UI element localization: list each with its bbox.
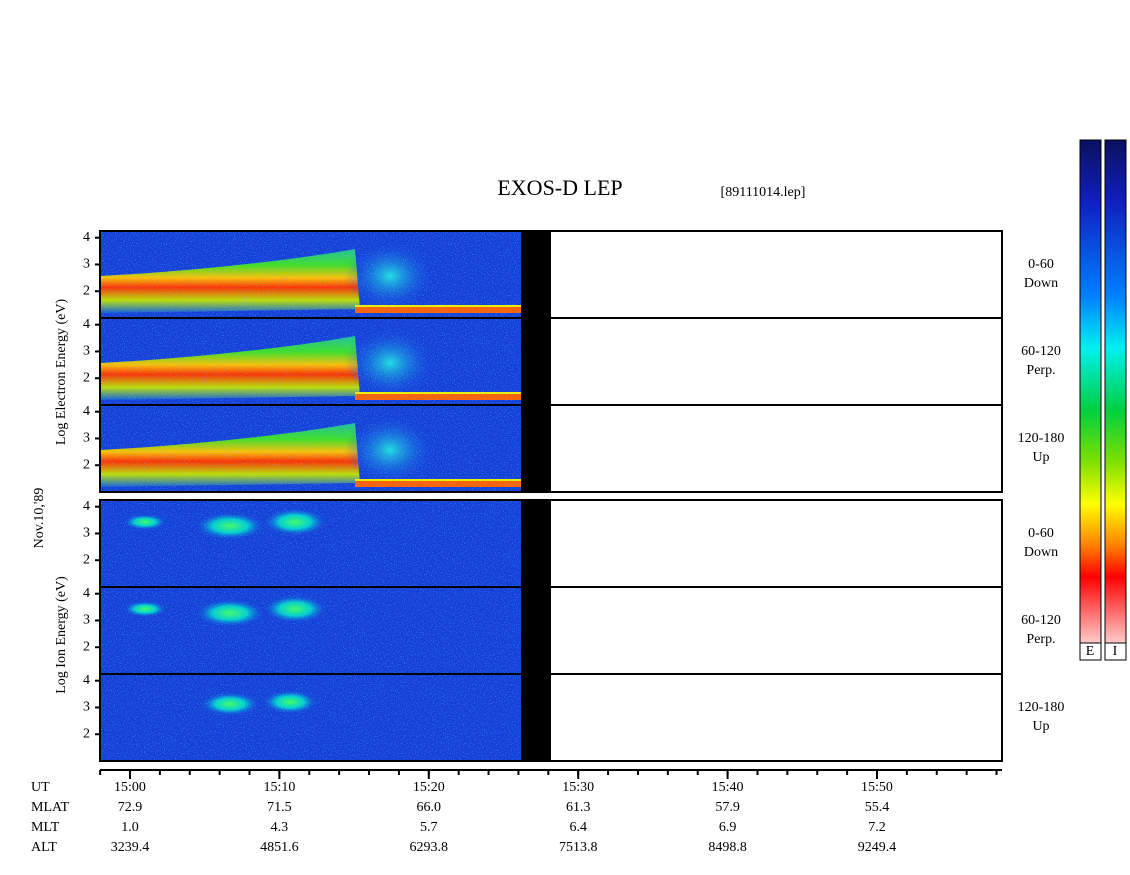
x-value: 15:00 [114,780,146,795]
title: EXOS-D LEP [497,175,622,200]
x-value: 15:40 [712,780,744,795]
spectrogram-noise [101,587,521,674]
x-value: 66.0 [417,800,442,815]
ion-spectrogram [101,500,521,761]
electron-y-label: Log Electron Energy (eV) [54,299,69,446]
x-value: 4.3 [271,820,289,835]
y-tick-label: 2 [83,726,90,741]
panel-angle: 0-60 [1028,526,1054,541]
y-tick-label: 3 [83,700,90,715]
panel-angle: 60-120 [1021,613,1061,628]
panel-angle: 0-60 [1028,257,1054,272]
x-value: 15:10 [263,780,295,795]
spectrogram-noise [101,318,521,405]
x-value: 7513.8 [559,840,598,855]
row-label: MLT [31,820,60,835]
x-value: 1.0 [121,820,139,835]
x-value: 61.3 [566,800,591,815]
y-tick-label: 2 [83,552,90,567]
panel-direction: Down [1024,545,1058,560]
row-label: ALT [31,840,57,855]
panel-direction: Up [1032,450,1049,465]
panel-angle: 120-180 [1018,700,1065,715]
x-value: 4851.6 [260,840,299,855]
colorbar-label: E [1086,644,1095,659]
x-value: 9249.4 [858,840,897,855]
panel-direction: Up [1032,719,1049,734]
ion-y-label: Log Ion Energy (eV) [54,576,69,694]
date: Nov.10,'89 [32,488,47,549]
x-value: 15:30 [562,780,594,795]
panel-direction: Perp. [1026,363,1055,378]
y-tick-label: 3 [83,344,90,359]
y-tick-label: 2 [83,639,90,654]
y-tick-label: 4 [83,404,90,419]
y-tick-label: 4 [83,230,90,245]
y-tick-label: 3 [83,613,90,628]
file-name: [89111014.lep] [721,185,806,200]
y-tick-label: 3 [83,526,90,541]
y-tick-label: 4 [83,586,90,601]
x-value: 8498.8 [708,840,747,855]
spectrogram-noise [101,405,521,492]
electron-spectrogram [101,231,521,492]
x-value: 6.4 [569,820,587,835]
x-value: 55.4 [865,800,890,815]
colorbar-label: I [1113,644,1118,659]
x-value: 6293.8 [410,840,449,855]
x-value: 3239.4 [111,840,150,855]
row-label: UT [31,780,50,795]
y-tick-label: 2 [83,283,90,298]
x-value: 15:20 [413,780,445,795]
y-tick-label: 3 [83,431,90,446]
y-tick-label: 2 [83,370,90,385]
colorbar-label-box [1104,642,1127,661]
x-value: 6.9 [719,820,737,835]
x-value: 5.7 [420,820,438,835]
panel-direction: Perp. [1026,632,1055,647]
x-value: 57.9 [715,800,740,815]
panel-direction: Down [1024,276,1058,291]
x-value: 7.2 [868,820,886,835]
y-tick-label: 4 [83,499,90,514]
colorbar [1079,139,1102,661]
x-value: 15:50 [861,780,893,795]
data-gap [521,500,551,761]
panel-angle: 60-120 [1021,344,1061,359]
y-tick-label: 3 [83,257,90,272]
x-value: 72.9 [118,800,143,815]
y-tick-label: 4 [83,317,90,332]
colorbar-label-box [1079,642,1102,661]
x-value: 71.5 [267,800,292,815]
row-label: MLAT [31,800,70,815]
spectrogram-noise [101,500,521,587]
y-tick-label: 2 [83,457,90,472]
y-tick-label: 4 [83,673,90,688]
data-gap [521,231,551,492]
panel-angle: 120-180 [1018,431,1065,446]
spectrogram-noise [101,674,521,761]
colorbar [1104,139,1127,661]
spectrogram-noise [101,231,521,318]
